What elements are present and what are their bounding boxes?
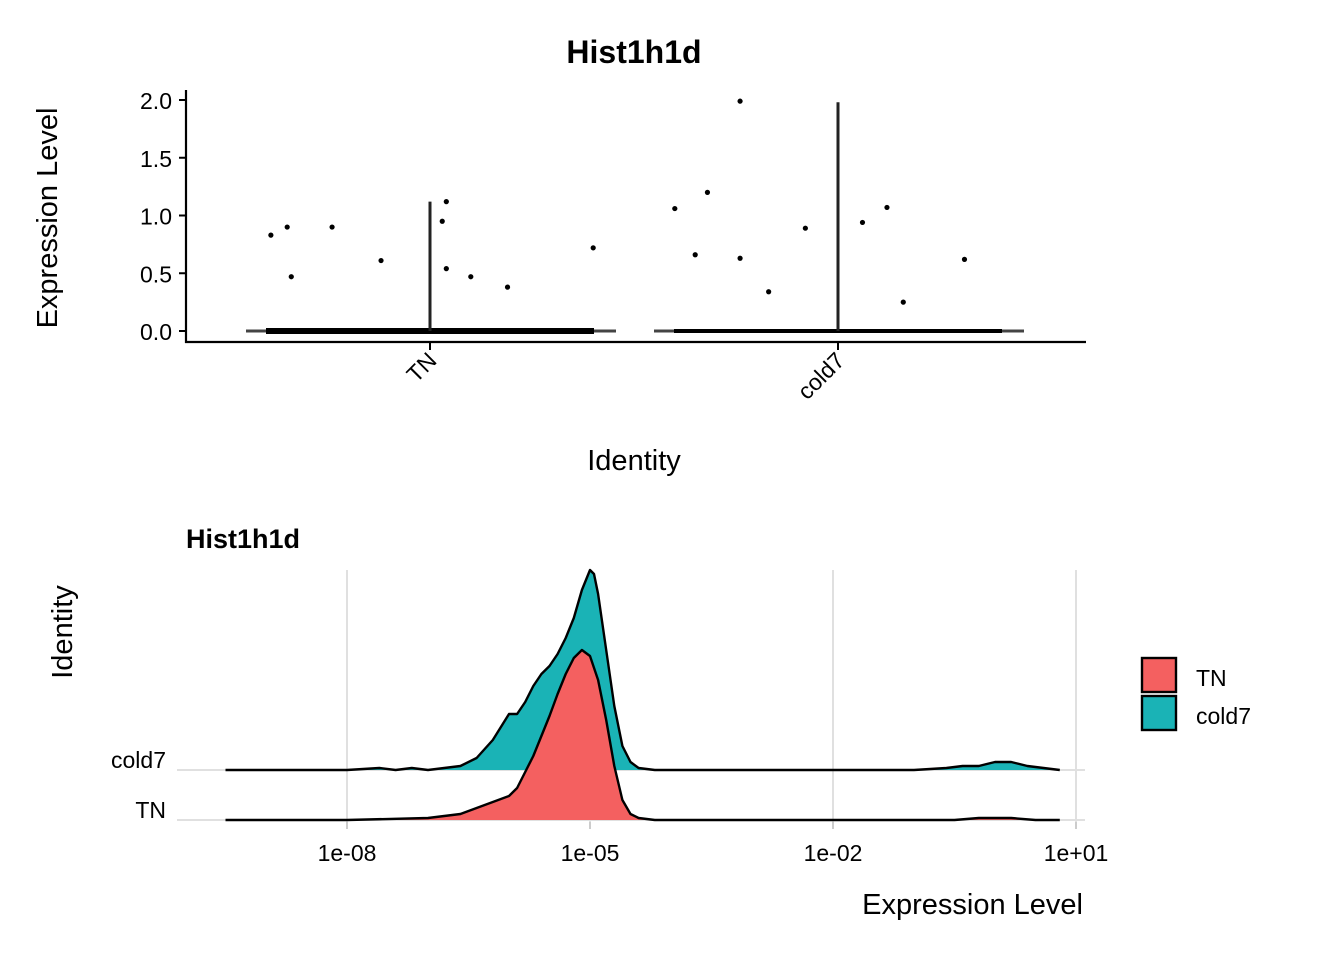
violin-x-ticks: TN cold7 xyxy=(401,342,850,404)
jitter-point xyxy=(329,224,335,230)
jitter-point xyxy=(468,274,474,280)
ridge-y-tick-label: cold7 xyxy=(111,747,166,773)
jitter-point xyxy=(284,224,290,230)
ridge-plot: Hist1h1d Identity Expression Level TN col… xyxy=(47,524,1251,921)
ridge-fill-cold7 xyxy=(225,570,1060,770)
violin-y-tick-label: 1.5 xyxy=(140,146,172,172)
jitter-point xyxy=(692,252,698,258)
jitter-point xyxy=(737,98,743,104)
ridge-line-cold7 xyxy=(225,568,1060,772)
legend-swatch-cold7 xyxy=(1140,694,1178,732)
jitter-point xyxy=(704,189,711,195)
jitter-point xyxy=(672,205,678,212)
ridge-densities xyxy=(225,568,1060,822)
jitter-point xyxy=(961,256,968,262)
ridge-x-tick-label: 1e+01 xyxy=(1044,840,1109,866)
violin-y-tick-label: 0.5 xyxy=(140,261,172,287)
ridge-line-TN xyxy=(225,648,1060,822)
ridge-y-ticks: TN cold7 xyxy=(111,747,166,823)
jitter-point xyxy=(288,274,294,280)
violin-title: Hist1h1d xyxy=(566,34,701,70)
jitter-point xyxy=(766,289,772,295)
jitter-point xyxy=(900,299,906,305)
ridge-x-label: Expression Level xyxy=(862,889,1083,921)
ridge-y-label: Identity xyxy=(47,585,79,679)
jitter-point xyxy=(884,204,890,211)
jitter-point xyxy=(504,284,511,290)
legend-swatch-TN xyxy=(1140,656,1178,694)
ridge-grid xyxy=(177,570,1085,822)
ridge-y-tick-label: TN xyxy=(135,797,166,823)
ridge-x-tick-label: 1e-02 xyxy=(804,840,863,866)
violin-body xyxy=(246,98,1024,334)
legend-label: TN xyxy=(1196,665,1227,691)
jitter-point xyxy=(378,257,384,264)
jitter-point xyxy=(439,218,445,224)
jitter-point xyxy=(443,199,449,205)
jitter-point xyxy=(859,219,866,226)
ridge-x-tick-label: 1e-05 xyxy=(561,840,620,866)
jitter-point xyxy=(443,266,449,272)
ridge-x-tick-label: 1e-08 xyxy=(318,840,377,866)
violin-y-tick-label: 0.0 xyxy=(140,319,172,345)
violin-x-tick-label: cold7 xyxy=(792,347,849,404)
violin-y-label: Expression Level xyxy=(32,108,64,329)
violin-x-label: Identity xyxy=(587,445,681,477)
jitter-point xyxy=(802,225,808,231)
violin-plot: Hist1h1d Expression Level Identity 0.00.… xyxy=(32,34,1086,477)
legend-label: cold7 xyxy=(1196,703,1251,729)
jitter-point xyxy=(268,232,274,238)
ridge-x-ticks: 1e-08 1e-05 1e-02 1e+01 xyxy=(318,822,1109,866)
jitter-point xyxy=(590,245,596,251)
ridge-fill-TN xyxy=(225,650,1060,820)
violin-y-tick-label: 1.0 xyxy=(140,204,172,230)
violin-y-tick-label: 2.0 xyxy=(140,88,172,114)
jitter-point xyxy=(737,255,743,261)
legend: TN cold7 xyxy=(1140,656,1251,732)
violin-y-ticks: 0.0 0.5 1.0 1.5 2.0 xyxy=(140,88,186,345)
ridge-title: Hist1h1d xyxy=(186,524,300,554)
violin-x-tick-label: TN xyxy=(401,347,441,387)
